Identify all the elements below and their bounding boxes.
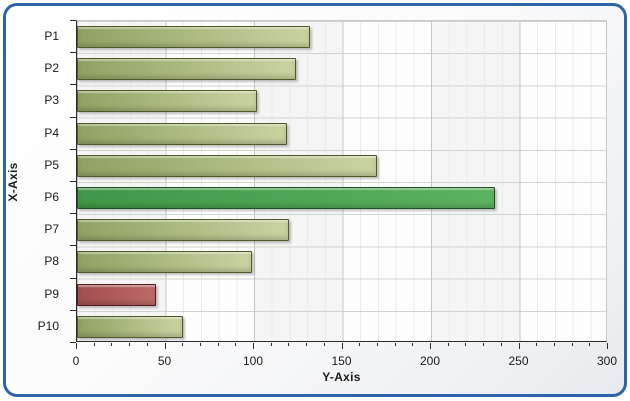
- value-axis-minor-tick: [465, 343, 467, 346]
- value-axis-minor-tick: [483, 343, 485, 346]
- bar-P1[interactable]: [77, 26, 310, 48]
- category-axis-labels: P1 P2 P3 P4 P5 P6 P7 P8 P9 P10: [6, 20, 68, 342]
- bar-P7[interactable]: [77, 219, 289, 242]
- category-label-P4: P4: [44, 125, 59, 140]
- bar-P10[interactable]: [77, 315, 183, 338]
- category-label-P3: P3: [44, 93, 59, 108]
- value-axis-minor-tick: [376, 343, 378, 346]
- value-tick-label-50: 50: [157, 354, 172, 368]
- value-axis-minor-tick: [235, 343, 237, 346]
- category-axis-tick: [70, 277, 76, 279]
- value-axis-title: Y-Axis: [322, 370, 361, 384]
- bar-P4[interactable]: [77, 122, 287, 145]
- category-axis-tick: [70, 181, 76, 182]
- bar-P8[interactable]: [77, 251, 252, 274]
- category-axis-tick: [70, 309, 76, 311]
- bar-P6[interactable]: [77, 186, 495, 209]
- category-axis-tick: [70, 52, 76, 54]
- series-row-P1: [77, 21, 606, 53]
- value-axis-minor-tick: [217, 343, 219, 346]
- category-label-P1: P1: [44, 29, 59, 43]
- series-row-P8: [77, 246, 606, 278]
- series-row-P10: [77, 311, 606, 343]
- value-tick-label-300: 300: [596, 354, 618, 368]
- value-axis-major-tick: [76, 343, 77, 349]
- value-axis-minor-tick: [306, 343, 308, 346]
- value-axis-minor-tick: [536, 343, 538, 346]
- series-row-P3: [77, 85, 606, 117]
- series-row-P4: [77, 118, 606, 150]
- category-axis-tick: [70, 116, 76, 118]
- category-label-P9: P9: [44, 286, 59, 301]
- value-tick-label-250: 250: [508, 354, 529, 368]
- bar-P3[interactable]: [77, 90, 257, 113]
- value-axis-minor-tick: [447, 343, 449, 346]
- value-axis-major-tick: [253, 343, 254, 349]
- series-row-P7: [77, 214, 606, 246]
- series-row-P5: [77, 150, 606, 182]
- value-axis-minor-tick: [270, 343, 272, 346]
- value-axis-minor-tick: [359, 343, 361, 346]
- category-label-P8: P8: [44, 254, 59, 269]
- category-label-P7: P7: [44, 222, 59, 237]
- value-axis-minor-tick: [182, 343, 184, 346]
- value-axis-minor-tick: [93, 343, 95, 346]
- category-axis-tick: [70, 245, 76, 247]
- value-axis-minor-tick: [589, 343, 591, 346]
- category-axis-tick: [70, 148, 76, 150]
- category-axis-tick: [70, 342, 76, 343]
- category-axis-tick: [70, 213, 76, 215]
- bar-P5[interactable]: [77, 154, 377, 177]
- category-label-P10: P10: [37, 318, 59, 333]
- bar-P9[interactable]: [77, 283, 157, 306]
- category-axis-tick: [70, 20, 76, 21]
- series-row-P2: [77, 53, 606, 85]
- series-row-P9: [77, 279, 606, 311]
- value-axis-minor-tick: [111, 343, 113, 346]
- bar-P2[interactable]: [77, 58, 296, 81]
- value-axis-minor-tick: [146, 343, 148, 346]
- value-axis-minor-tick: [500, 343, 502, 346]
- value-axis-minor-tick: [553, 343, 555, 346]
- category-label-P6: P6: [44, 189, 59, 204]
- value-axis-minor-tick: [571, 343, 573, 346]
- value-axis-major-tick: [164, 343, 166, 349]
- value-axis-minor-tick: [288, 343, 290, 346]
- chart-panel: X-Axis P1 P2 P3 P4 P5 P6 P7 P8 P9 P10 0 50 100 150 20…: [3, 3, 627, 397]
- value-axis-major-tick: [607, 343, 608, 349]
- value-axis-minor-tick: [129, 343, 131, 346]
- category-label-P5: P5: [44, 157, 59, 172]
- value-tick-label-100: 100: [242, 354, 264, 368]
- value-axis-minor-tick: [412, 343, 414, 346]
- value-axis-minor-tick: [199, 343, 201, 346]
- value-axis-major-tick: [518, 343, 520, 349]
- category-label-P2: P2: [44, 61, 59, 76]
- category-axis-tick: [70, 84, 76, 86]
- value-tick-label-200: 200: [419, 354, 441, 368]
- series-row-P6: [77, 182, 606, 214]
- value-axis-major-tick: [341, 343, 343, 349]
- value-tick-label-0: 0: [72, 354, 80, 368]
- value-axis-minor-tick: [323, 343, 325, 346]
- plot-area: [76, 20, 607, 342]
- value-axis-major-tick: [430, 343, 431, 349]
- value-tick-label-150: 150: [331, 354, 352, 368]
- value-axis-minor-tick: [394, 343, 396, 346]
